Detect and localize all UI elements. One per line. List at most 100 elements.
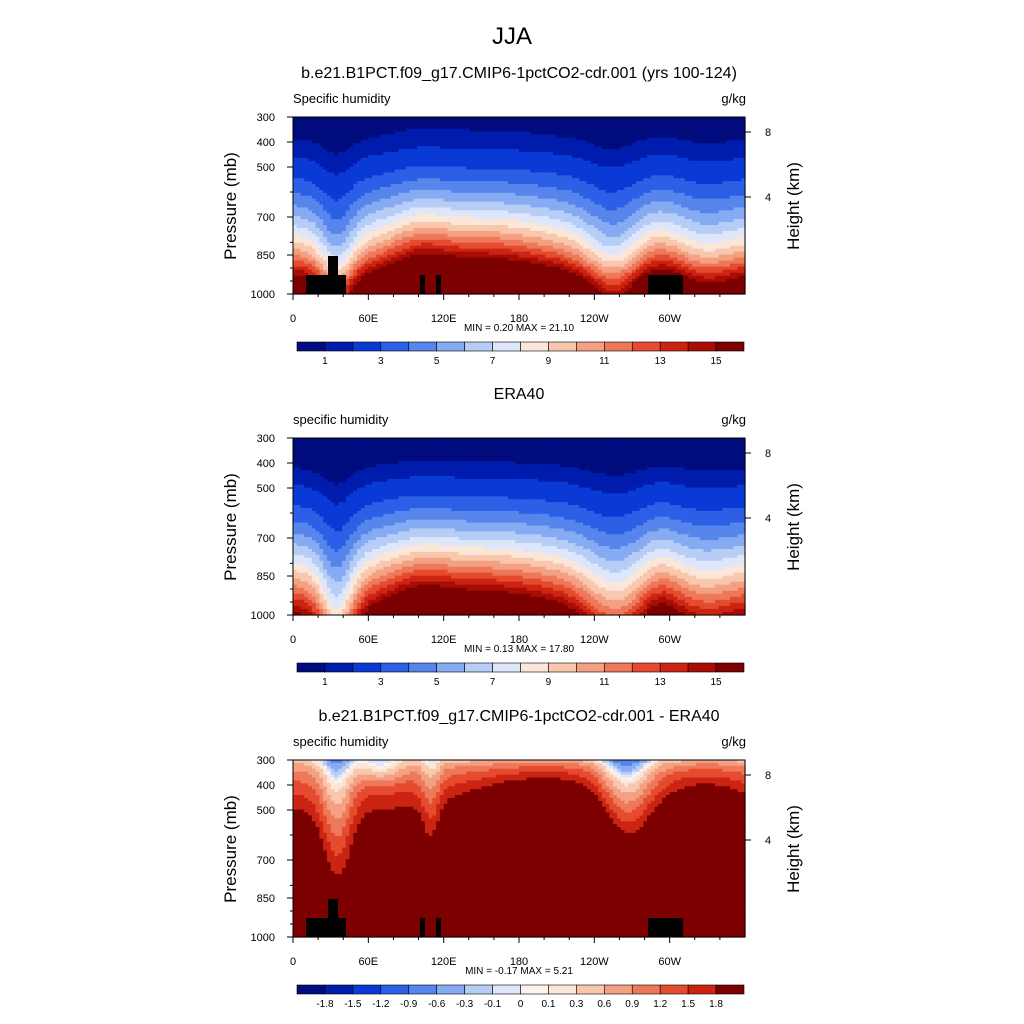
terrain-mask — [306, 256, 683, 294]
colorbar-label: -1.2 — [372, 999, 390, 1010]
contour-fill — [293, 760, 746, 938]
colorbar-label: 7 — [490, 356, 496, 367]
colorbar-swatch — [715, 984, 745, 995]
colorbar-label: 5 — [434, 356, 440, 367]
colorbar-swatch — [520, 662, 549, 673]
x-tick-label: 120E — [431, 313, 457, 325]
colorbar-swatch — [324, 984, 354, 995]
y-axis-title: Pressure (mb) — [221, 152, 240, 260]
y-tick-label: 300 — [257, 433, 275, 445]
colorbar-swatch — [687, 662, 717, 673]
y-right-axis-title: Height (km) — [784, 805, 803, 893]
x-tick-label: 0 — [290, 956, 296, 968]
colorbar-swatch — [631, 341, 661, 352]
colorbar-label: 0.6 — [597, 999, 611, 1010]
colorbar-swatch — [296, 662, 326, 673]
colorbar-swatch — [436, 662, 465, 673]
y-right-tick-label: 4 — [765, 835, 771, 847]
colorbar-swatch — [352, 984, 382, 995]
colorbar-label: 1.2 — [653, 999, 667, 1010]
page-title: JJA — [492, 23, 532, 50]
y-tick-label: 300 — [257, 112, 275, 124]
x-tick-label: 0 — [290, 634, 296, 646]
min-max-label: MIN = 0.20 MAX = 21.10 — [464, 323, 574, 334]
colorbar-label: 3 — [378, 677, 384, 688]
colorbar-swatch — [296, 984, 326, 995]
y-right-axis-title: Height (km) — [784, 483, 803, 571]
contour-fill — [293, 117, 746, 295]
terrain-mask — [306, 899, 683, 937]
units-label: g/kg — [721, 734, 746, 749]
colorbar-swatch — [464, 984, 493, 995]
x-tick-label: 120E — [431, 956, 457, 968]
colorbar-label: 11 — [599, 356, 610, 367]
colorbar-swatch — [352, 662, 382, 673]
panel-1: b.e21.B1PCT.f09_g17.CMIP6-1pctCO2-cdr.00… — [221, 65, 803, 367]
plot-area — [293, 117, 746, 295]
y-tick-label: 500 — [257, 483, 275, 495]
colorbar-label: 1.5 — [681, 999, 695, 1010]
colorbar-swatch — [408, 341, 437, 352]
colorbar-label: 7 — [490, 677, 496, 688]
colorbar-label: 11 — [599, 677, 610, 688]
colorbar-swatch — [659, 984, 689, 995]
colorbar-swatch — [604, 662, 633, 673]
colorbar-swatch — [687, 341, 717, 352]
y-tick-label: 500 — [257, 162, 275, 174]
colorbar-label: 5 — [434, 677, 440, 688]
colorbar-swatch — [436, 984, 465, 995]
colorbar-swatch — [604, 341, 633, 352]
contour-fill — [293, 438, 746, 616]
x-tick-label: 60E — [359, 634, 379, 646]
panel-title: ERA40 — [494, 386, 545, 403]
colorbar-swatch — [604, 984, 633, 995]
y-tick-label: 700 — [257, 855, 275, 867]
x-tick-label: 120E — [431, 634, 457, 646]
x-tick-label: 180 — [510, 313, 528, 325]
colorbar-swatch — [352, 341, 382, 352]
colorbar-swatch — [324, 662, 354, 673]
y-tick-label: 850 — [257, 571, 275, 583]
colorbar-swatch — [464, 662, 493, 673]
y-right-axis-title: Height (km) — [784, 162, 803, 250]
y-tick-label: 850 — [257, 893, 275, 905]
y-right-tick-label: 4 — [765, 192, 771, 204]
colorbar-swatch — [659, 662, 689, 673]
x-tick-label: 60W — [658, 956, 681, 968]
colorbar-label: 0 — [518, 999, 524, 1010]
y-right-tick-label: 4 — [765, 513, 771, 525]
colorbar-swatch — [548, 662, 577, 673]
panel-title: b.e21.B1PCT.f09_g17.CMIP6-1pctCO2-cdr.00… — [318, 708, 719, 725]
colorbar: 1 3 5 7 9 11 13 15 — [296, 341, 745, 367]
y-right-tick-label: 8 — [765, 127, 771, 139]
colorbar-swatch — [631, 984, 661, 995]
colorbar-label: 3 — [378, 356, 384, 367]
colorbar-swatch — [408, 662, 437, 673]
variable-label: specific humidity — [293, 412, 389, 427]
x-tick-label: 60E — [359, 313, 379, 325]
colorbar-swatch — [408, 984, 437, 995]
y-tick-label: 1000 — [251, 932, 275, 944]
colorbar-swatch — [659, 341, 689, 352]
variable-label: Specific humidity — [293, 91, 391, 106]
colorbar-swatch — [548, 984, 577, 995]
plot-area — [293, 438, 746, 616]
x-tick-label: 60E — [359, 956, 379, 968]
panel-title: b.e21.B1PCT.f09_g17.CMIP6-1pctCO2-cdr.00… — [301, 65, 737, 82]
colorbar-swatch — [520, 984, 549, 995]
colorbar-label: -1.5 — [344, 999, 362, 1010]
colorbar-label: 0.1 — [541, 999, 555, 1010]
colorbar-swatch — [687, 984, 717, 995]
colorbar-swatch — [380, 341, 410, 352]
plot-area — [293, 760, 746, 938]
y-right-tick-label: 8 — [765, 770, 771, 782]
y-axis-title: Pressure (mb) — [221, 795, 240, 903]
colorbar-label: 1 — [322, 677, 328, 688]
colorbar-swatch — [576, 341, 605, 352]
x-tick-label: 120W — [580, 313, 609, 325]
colorbar-label: 9 — [546, 677, 552, 688]
colorbar-label: 1 — [322, 356, 328, 367]
units-label: g/kg — [721, 412, 746, 427]
x-tick-label: 120W — [580, 634, 609, 646]
x-tick-label: 0 — [290, 313, 296, 325]
